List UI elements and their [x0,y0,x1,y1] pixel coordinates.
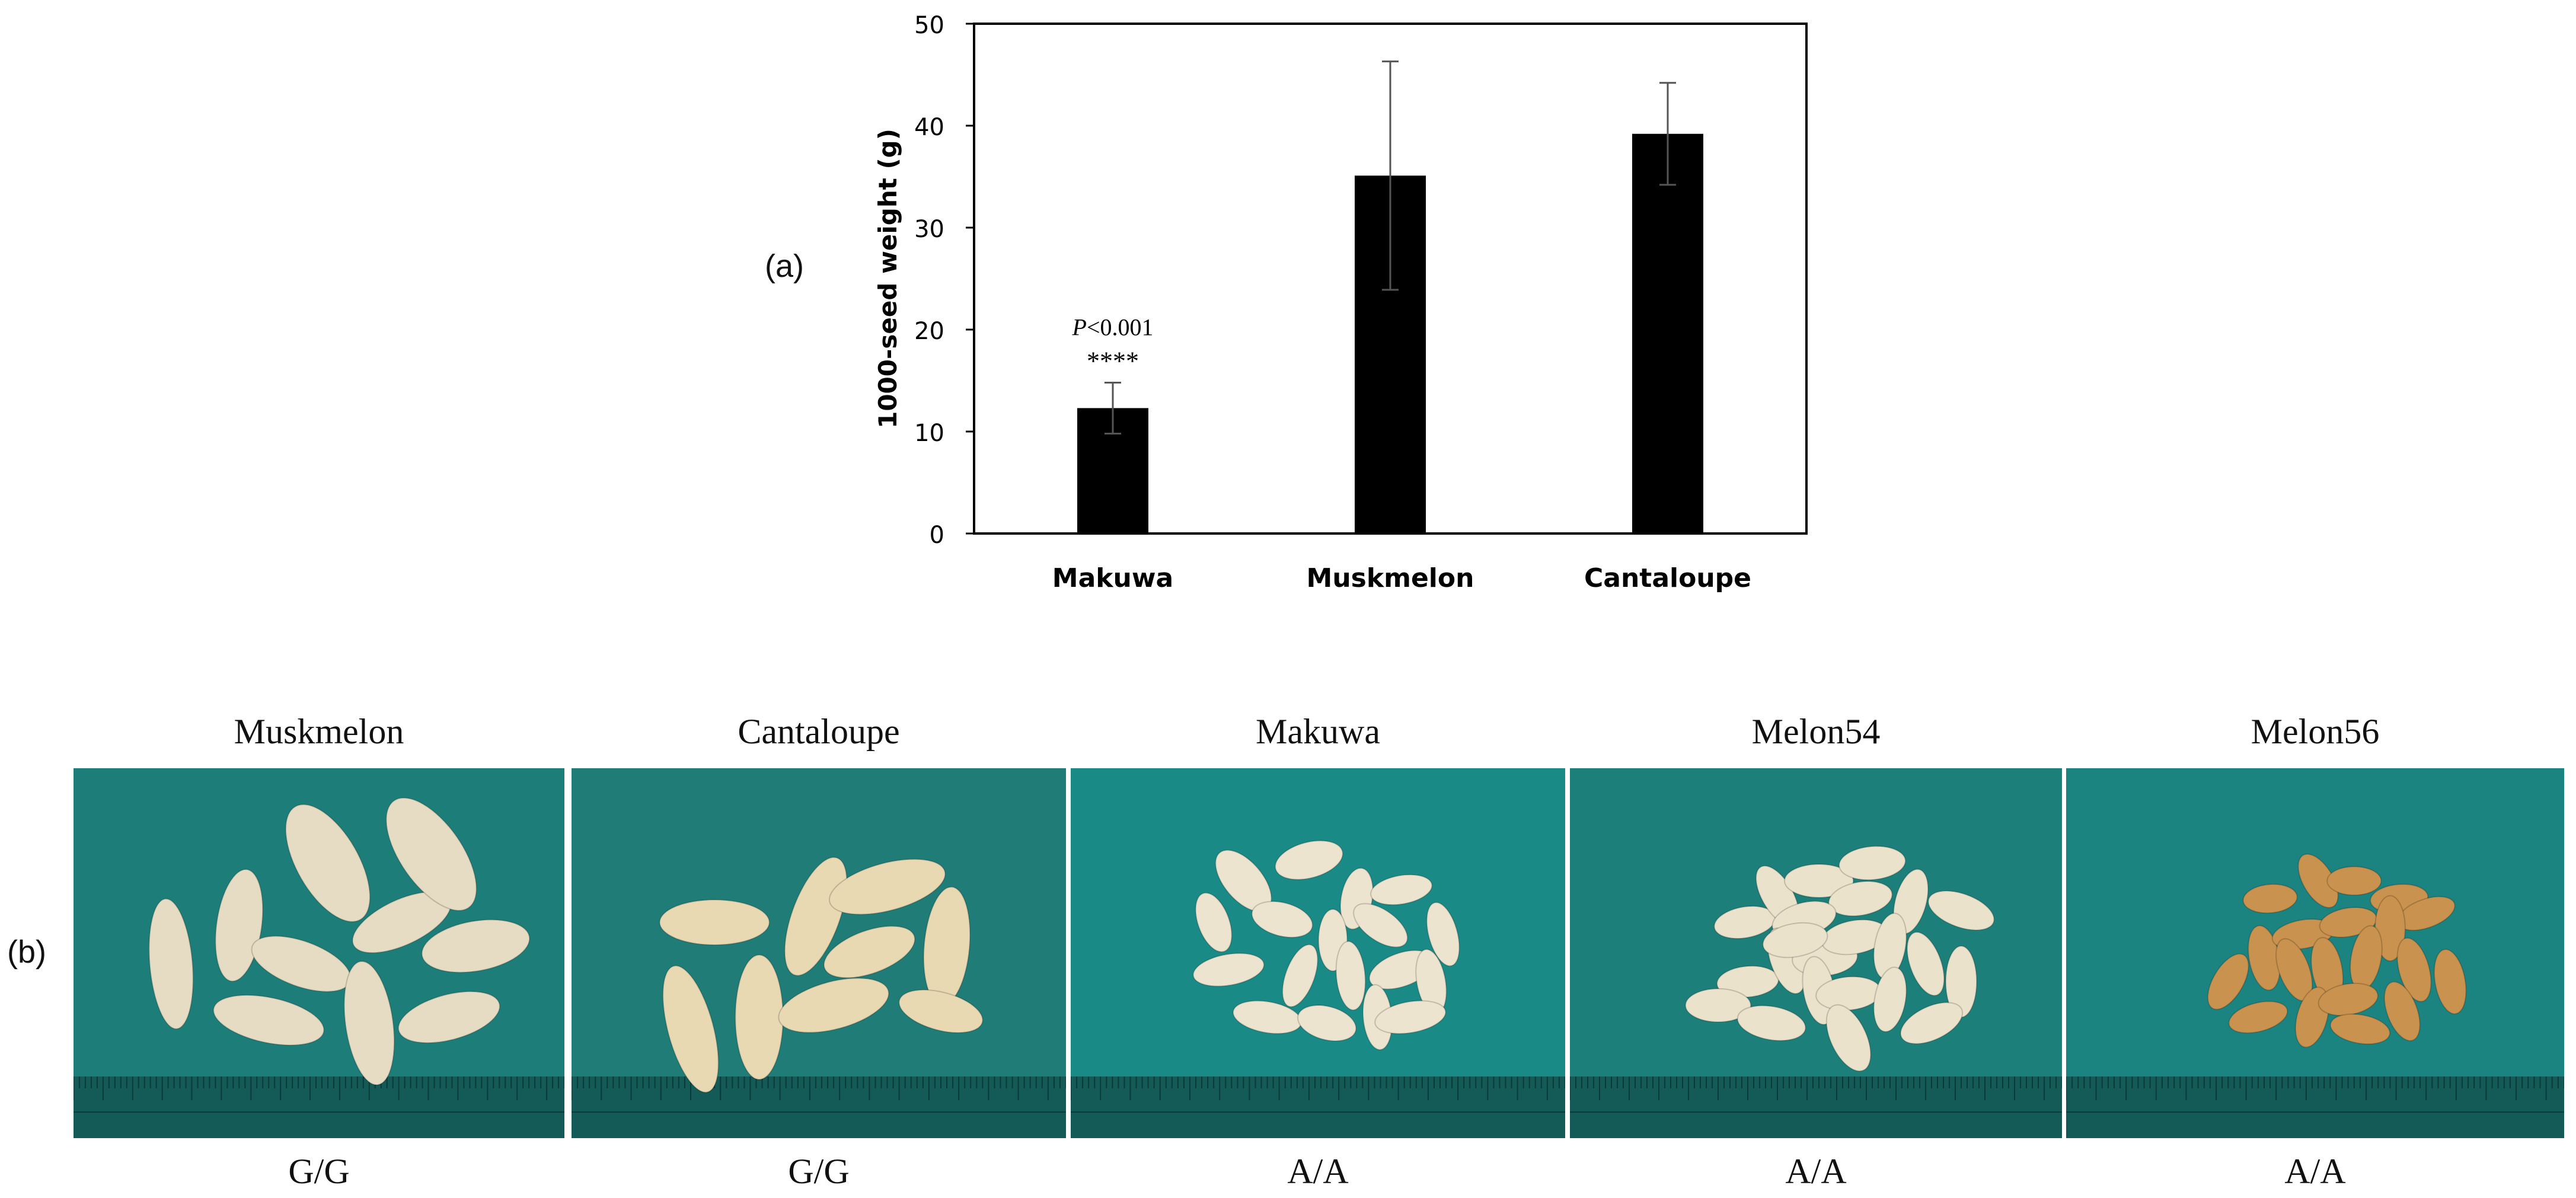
seed [735,954,784,1080]
seed [1685,988,1751,1023]
y-axis-label: 1000-seed weight (g) [873,129,902,429]
seed [148,898,194,1030]
seed [1927,890,1995,931]
photo-title-makuwa: Makuwa [1256,712,1380,751]
ruler [1570,1076,2062,1138]
ruler [1071,1076,1565,1138]
seed [1737,1005,1806,1042]
seed [1251,900,1313,938]
seed [1900,1002,1964,1044]
photo-title-melon54: Melon54 [1751,712,1881,751]
seed-photo-melon56 [2066,768,2564,1138]
seed [2207,953,2249,1010]
seed-photo-muskmelon [74,768,564,1138]
seed [1825,1004,1872,1072]
x-tick-label-cantaloupe: Cantaloupe [1584,563,1751,593]
seed-photo-makuwa [1071,768,1565,1138]
seed [1762,922,1828,959]
seed [1426,902,1460,967]
seed [285,804,371,922]
seed [343,960,395,1086]
y-tick-label: 20 [914,318,944,345]
seed [2433,948,2467,1015]
seed [1353,903,1408,948]
seed [1192,953,1265,987]
seed [2326,866,2382,896]
seed [828,858,946,915]
y-tick-label: 50 [914,12,944,39]
y-tick-label: 30 [914,216,944,243]
y-tick-label: 10 [914,420,944,447]
seed-photo-cantaloupe [572,768,1066,1138]
p-value-label: P<0.001 [1072,314,1154,340]
y-tick-label: 40 [914,114,944,141]
bar-cantaloupe [1632,133,1703,533]
y-tick-label: 0 [930,522,944,549]
seed [1906,931,1945,996]
seed [659,899,770,945]
seed [2383,981,2421,1042]
seed [2396,937,2432,1002]
panel-a-label: (a) [765,248,804,284]
seed [385,797,477,911]
seed [215,868,264,982]
seed [421,919,531,973]
seed [213,994,325,1046]
ruler [2066,1076,2564,1138]
genotype-label-makuwa: A/A [1287,1152,1349,1191]
genotype-label-cantaloupe: G/G [788,1152,850,1191]
seed [1335,941,1366,1011]
genotype-label-muskmelon: G/G [288,1152,350,1191]
seed [2242,883,2298,914]
seed [823,925,915,979]
seed [2228,1001,2288,1034]
genotype-label-melon56: A/A [2284,1152,2346,1191]
seed [1784,864,1854,898]
seed [398,991,500,1044]
seed [1275,840,1343,880]
x-tick-label-makuwa: Makuwa [1052,563,1173,593]
seed [2329,1013,2390,1045]
seed [1374,1000,1447,1034]
panel-b-label: (b) [7,934,46,970]
seed [778,977,889,1033]
seed [662,965,719,1093]
seed-photo-melon54 [1570,768,2062,1138]
ruler [572,1076,1066,1138]
seed [898,989,984,1034]
seed [1370,874,1433,906]
ruler [74,1076,564,1138]
significance-stars: **** [1087,346,1139,375]
photo-title-cantaloupe: Cantaloupe [738,712,900,751]
x-tick-label-muskmelon: Muskmelon [1307,563,1474,593]
photo-title-melon56: Melon56 [2251,712,2380,751]
bar-chart: 0 10 20 30 40 50 1000-seed weight (g) Makuwa P<0… [873,12,1808,593]
seed [1282,944,1319,1008]
seed [1838,845,1906,881]
photo-title-muskmelon: Muskmelon [234,712,404,751]
seed [1873,966,1907,1033]
seed [1297,1005,1357,1042]
genotype-label-melon54: A/A [1785,1152,1847,1191]
seed [1195,892,1233,953]
seed [784,857,848,976]
